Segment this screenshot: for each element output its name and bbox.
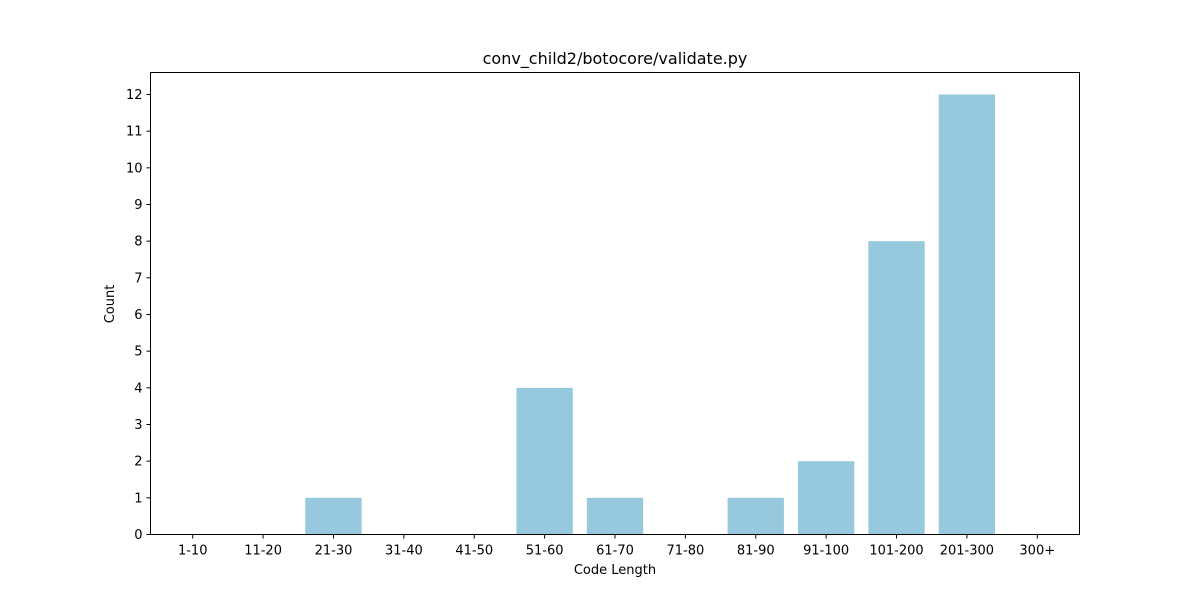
bars-group bbox=[305, 94, 996, 535]
bar-61-70 bbox=[586, 497, 644, 535]
x-tick-label: 51-60 bbox=[526, 544, 564, 559]
y-tick-label: 10 bbox=[126, 161, 143, 176]
y-tick-label: 0 bbox=[134, 528, 142, 543]
x-tick-label: 300+ bbox=[1019, 544, 1055, 559]
y-tick-label: 6 bbox=[134, 308, 142, 323]
x-tick-label: 11-20 bbox=[244, 544, 282, 559]
x-tick-label: 81-90 bbox=[737, 544, 775, 559]
y-tick-label: 12 bbox=[126, 88, 143, 103]
x-tick-label: 1-10 bbox=[178, 544, 208, 559]
y-tick-label: 4 bbox=[134, 381, 142, 396]
x-tick-label: 41-50 bbox=[455, 544, 493, 559]
y-tick-label: 8 bbox=[134, 235, 142, 250]
x-tick-label: 21-30 bbox=[315, 544, 353, 559]
y-tick-label: 11 bbox=[126, 125, 143, 140]
y-tick-label: 2 bbox=[134, 455, 142, 470]
x-tick-label: 91-100 bbox=[803, 544, 849, 559]
bar-101-200 bbox=[868, 241, 925, 535]
y-tick-label: 7 bbox=[134, 271, 142, 286]
y-axis-label: Count bbox=[103, 285, 118, 324]
x-tick-label: 71-80 bbox=[666, 544, 704, 559]
x-axis-label: Code Length bbox=[574, 563, 656, 578]
x-axis-ticks: 1-10 11-20 21-30 31-40 41-50 51-60 61-70 71-80 8… bbox=[178, 534, 1055, 559]
x-tick-label: 101-200 bbox=[869, 544, 923, 559]
y-tick-label: 9 bbox=[134, 198, 142, 213]
x-tick-label: 61-70 bbox=[596, 544, 634, 559]
y-tick-label: 5 bbox=[134, 345, 142, 360]
y-tick-label: 3 bbox=[134, 418, 142, 433]
bar-81-90 bbox=[727, 497, 784, 535]
bar-91-100 bbox=[797, 461, 855, 535]
x-tick-label: 31-40 bbox=[385, 544, 423, 559]
bar-51-60 bbox=[516, 387, 573, 535]
x-tick-label: 201-300 bbox=[940, 544, 994, 559]
plot-frame bbox=[150, 72, 1080, 535]
bar-201-300 bbox=[938, 94, 996, 535]
bar-21-30 bbox=[305, 497, 362, 535]
y-tick-label: 1 bbox=[134, 491, 142, 506]
chart-title: conv_child2/botocore/validate.py bbox=[483, 49, 748, 69]
